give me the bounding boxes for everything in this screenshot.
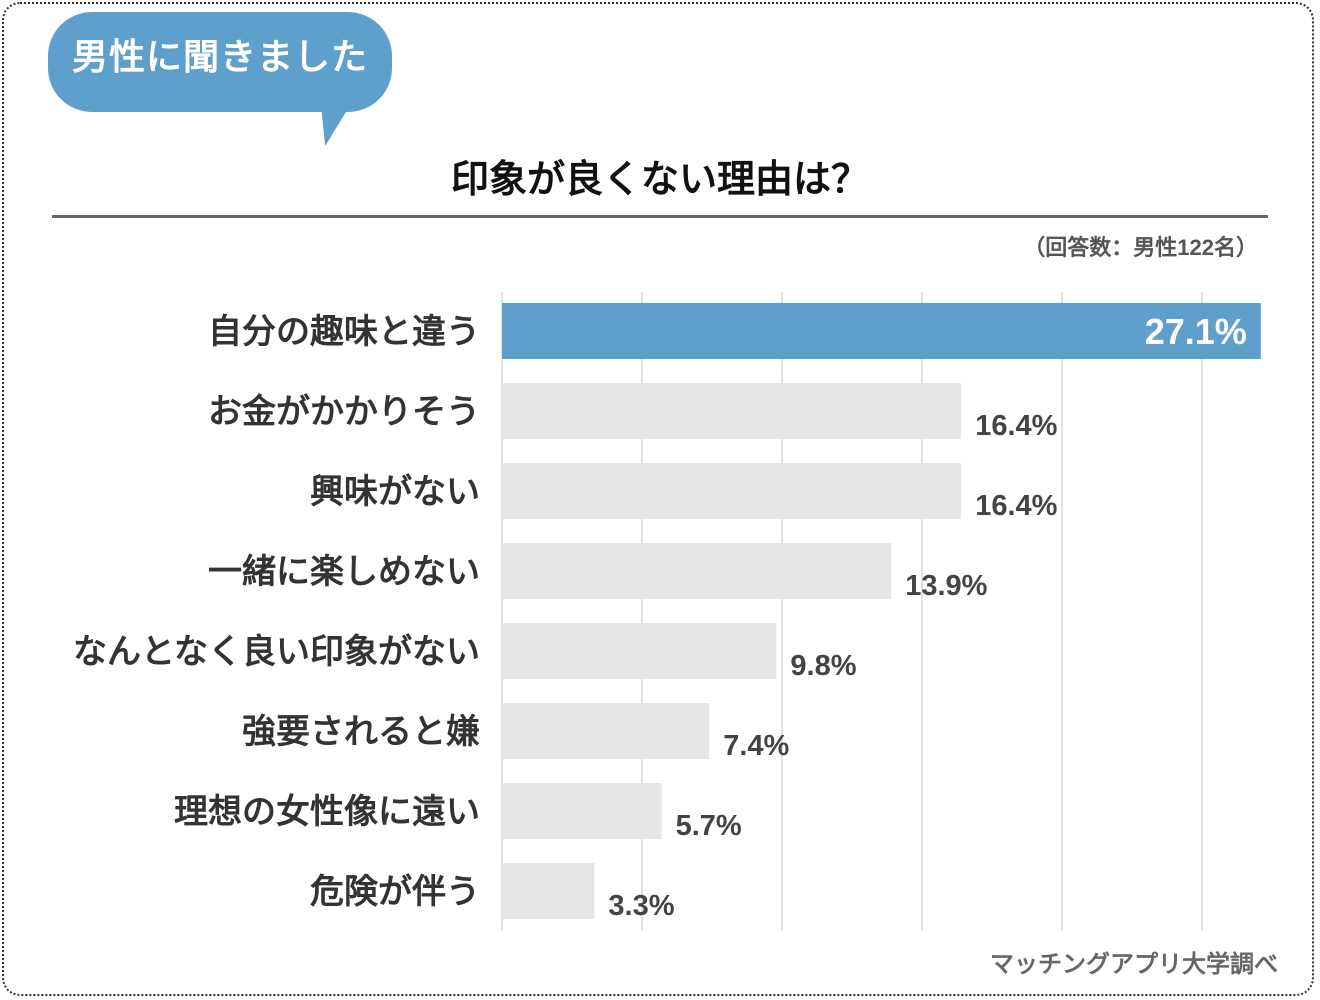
value-label: 7.4% — [723, 730, 789, 762]
category-label: お金がかかりそう — [208, 392, 480, 431]
category-label: 興味がない — [310, 473, 480, 511]
value-label: 9.8% — [790, 650, 856, 682]
value-label: 16.4% — [975, 410, 1057, 442]
bar — [502, 783, 662, 839]
value-label: 3.3% — [608, 890, 674, 922]
value-label: 5.7% — [676, 810, 742, 842]
category-label: 一緒に楽しめない — [208, 553, 480, 591]
category-label: 自分の趣味と違う — [208, 313, 480, 351]
title-divider — [52, 215, 1268, 218]
value-label: 27.1% — [1145, 311, 1247, 352]
source-credit: マッチングアプリ大学調べ — [990, 951, 1278, 978]
bar — [502, 543, 892, 599]
bar — [502, 383, 962, 439]
category-label: 危険が伴う — [310, 873, 480, 911]
category-label: 強要されると嫌 — [242, 713, 480, 751]
chart-title: 印象が良くない理由は？ — [450, 159, 869, 201]
category-label: 理想の女性像に遠い — [174, 792, 480, 831]
badge-label: 男性に聞きました — [71, 36, 368, 77]
bar — [502, 303, 1261, 359]
respondent-note: （回答数：男性122名） — [1023, 235, 1258, 260]
bar — [502, 863, 595, 919]
speech-bubble — [48, 12, 392, 112]
value-label: 13.9% — [905, 570, 987, 602]
bar — [502, 463, 962, 519]
bar — [502, 623, 777, 679]
category-label: なんとなく良い印象がない — [73, 632, 480, 671]
value-label: 16.4% — [975, 490, 1057, 522]
bar — [502, 703, 710, 759]
